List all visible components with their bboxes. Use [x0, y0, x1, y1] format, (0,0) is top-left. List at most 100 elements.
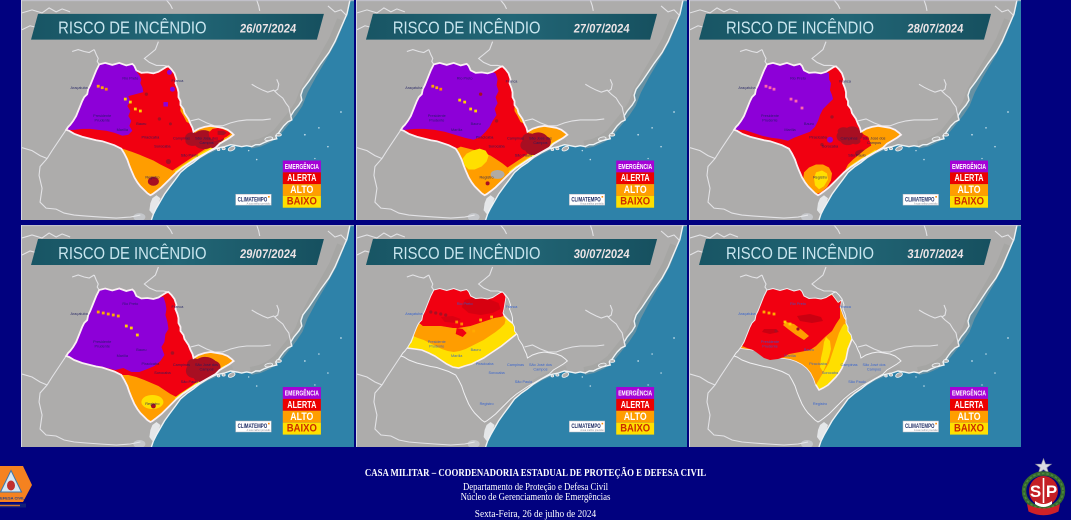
svg-text:Marília: Marília: [117, 354, 129, 358]
svg-text:CLIMATEMPO: CLIMATEMPO: [905, 423, 935, 430]
svg-text:ALTO: ALTO: [290, 184, 313, 196]
svg-text:Registro: Registro: [480, 175, 494, 179]
svg-text:Araçatuba: Araçatuba: [738, 312, 756, 316]
svg-text:EMERGÊNCIA: EMERGÊNCIA: [618, 389, 652, 398]
svg-text:Marília: Marília: [784, 354, 796, 358]
svg-text:São Paulo: São Paulo: [848, 154, 865, 158]
svg-text:Bauru: Bauru: [471, 122, 481, 126]
svg-text:BAIXO: BAIXO: [287, 196, 317, 208]
svg-text:CLIMATEMPO: CLIMATEMPO: [905, 196, 935, 203]
svg-text:Araçatuba: Araçatuba: [71, 312, 89, 316]
svg-text:P: P: [1046, 482, 1057, 501]
svg-text:ALTO: ALTO: [624, 184, 647, 196]
svg-text:Campos: Campos: [867, 368, 881, 372]
svg-text:Araçatuba: Araçatuba: [405, 86, 423, 90]
svg-text:Araçatuba: Araçatuba: [405, 312, 423, 316]
svg-text:A sua melhor previsão: A sua melhor previsão: [914, 202, 938, 205]
svg-text:EMERGÊNCIA: EMERGÊNCIA: [952, 162, 986, 171]
svg-text:Presidente: Presidente: [93, 114, 111, 118]
svg-text:A sua melhor previsão: A sua melhor previsão: [580, 202, 604, 205]
svg-text:Presidente: Presidente: [761, 340, 779, 344]
svg-text:RISCO DE INCÊNDIO: RISCO DE INCÊNDIO: [726, 18, 874, 38]
svg-text:Prudente: Prudente: [429, 118, 444, 122]
svg-text:São Paulo: São Paulo: [181, 154, 198, 158]
svg-text:Registro: Registro: [145, 402, 159, 406]
svg-text:Bauru: Bauru: [804, 348, 814, 352]
svg-text:RISCO DE INCÊNDIO: RISCO DE INCÊNDIO: [58, 242, 206, 263]
svg-text:Rio Preto: Rio Preto: [122, 302, 138, 306]
svg-text:São José dos: São José dos: [529, 363, 552, 367]
svg-text:31/07/2024: 31/07/2024: [907, 247, 965, 261]
svg-text:Campinas: Campinas: [173, 137, 190, 141]
svg-text:Registro: Registro: [813, 175, 827, 179]
svg-text:Piracicaba: Piracicaba: [142, 136, 161, 140]
svg-text:Marília: Marília: [784, 128, 796, 132]
svg-text:Piracicaba: Piracicaba: [142, 362, 161, 366]
svg-text:A sua melhor previsão: A sua melhor previsão: [914, 429, 938, 432]
svg-text:Sorocaba: Sorocaba: [488, 371, 505, 375]
svg-text:Campinas: Campinas: [507, 137, 524, 141]
svg-text:BAIXO: BAIXO: [954, 196, 984, 208]
svg-text:Piracicaba: Piracicaba: [809, 136, 828, 140]
svg-text:RISCO DE INCÊNDIO: RISCO DE INCÊNDIO: [726, 243, 874, 263]
svg-text:Bauru: Bauru: [471, 348, 481, 352]
svg-text:Franca: Franca: [839, 79, 852, 83]
svg-text:Araçatuba: Araçatuba: [738, 86, 756, 90]
svg-text:Prudente: Prudente: [95, 345, 110, 349]
svg-text:ALERTA: ALERTA: [621, 400, 650, 411]
svg-text:Campinas: Campinas: [840, 137, 857, 141]
svg-text:Rio Preto: Rio Preto: [122, 76, 138, 80]
svg-text:Sorocaba: Sorocaba: [822, 145, 839, 149]
svg-text:27/07/2024: 27/07/2024: [573, 22, 630, 36]
svg-text:BAIXO: BAIXO: [287, 423, 317, 435]
svg-text:Bauru: Bauru: [136, 348, 146, 352]
svg-text:DEFESA CIVIL: DEFESA CIVIL: [0, 496, 25, 501]
svg-text:Marília: Marília: [451, 354, 463, 358]
svg-text:Sorocaba: Sorocaba: [488, 145, 505, 149]
svg-text:A sua melhor previsão: A sua melhor previsão: [247, 429, 271, 432]
svg-text:Araçatuba: Araçatuba: [71, 86, 89, 90]
svg-text:Campinas: Campinas: [840, 363, 857, 367]
svg-text:Rio Preto: Rio Preto: [790, 76, 806, 80]
svg-text:São José dos: São José dos: [195, 137, 218, 141]
svg-text:Bauru: Bauru: [804, 122, 814, 126]
svg-text:Campinas: Campinas: [173, 363, 190, 367]
svg-text:Campinas: Campinas: [507, 363, 524, 367]
svg-text:CLIMATEMPO: CLIMATEMPO: [238, 196, 268, 203]
svg-text:A sua melhor previsão: A sua melhor previsão: [247, 202, 271, 205]
svg-text:Rio Preto: Rio Preto: [457, 76, 473, 80]
svg-text:Prudente: Prudente: [95, 118, 110, 122]
svg-text:EMERGÊNCIA: EMERGÊNCIA: [285, 162, 319, 171]
svg-text:Piracicaba: Piracicaba: [476, 362, 495, 366]
svg-text:São José dos: São José dos: [529, 137, 552, 141]
svg-text:CLIMATEMPO: CLIMATEMPO: [571, 423, 601, 430]
svg-text:ALERTA: ALERTA: [955, 173, 984, 184]
svg-text:São Paulo: São Paulo: [848, 380, 866, 384]
svg-text:EMERGÊNCIA: EMERGÊNCIA: [285, 389, 320, 398]
svg-text:Prudente: Prudente: [429, 344, 444, 348]
svg-text:Marília: Marília: [451, 128, 463, 132]
svg-text:BAIXO: BAIXO: [620, 423, 650, 435]
svg-text:CLIMATEMPO: CLIMATEMPO: [238, 423, 268, 430]
svg-text:Registro: Registro: [145, 175, 159, 179]
svg-text:30/07/2024: 30/07/2024: [573, 247, 630, 261]
svg-text:RISCO DE INCÊNDIO: RISCO DE INCÊNDIO: [393, 18, 541, 38]
svg-text:Sorocaba: Sorocaba: [154, 145, 171, 149]
svg-text:Franca: Franca: [506, 305, 519, 309]
svg-text:Piracicaba: Piracicaba: [476, 136, 495, 140]
svg-text:ALTO: ALTO: [958, 411, 981, 423]
svg-text:Registro: Registro: [813, 402, 827, 406]
svg-text:Sorocaba: Sorocaba: [822, 371, 839, 375]
svg-text:Prudente: Prudente: [762, 118, 777, 122]
svg-text:Campos: Campos: [533, 367, 547, 371]
svg-text:ALERTA: ALERTA: [287, 173, 316, 184]
svg-text:Franca: Franca: [839, 305, 852, 309]
svg-text:São Paulo: São Paulo: [515, 380, 532, 384]
svg-text:26/07/2024: 26/07/2024: [239, 22, 297, 36]
svg-text:Presidente: Presidente: [93, 340, 111, 344]
svg-text:ALTO: ALTO: [958, 184, 981, 196]
svg-text:Franca: Franca: [506, 79, 519, 83]
svg-text:ALERTA: ALERTA: [955, 400, 984, 411]
svg-text:Campos: Campos: [867, 141, 881, 145]
svg-text:EMERGÊNCIA: EMERGÊNCIA: [618, 162, 652, 171]
